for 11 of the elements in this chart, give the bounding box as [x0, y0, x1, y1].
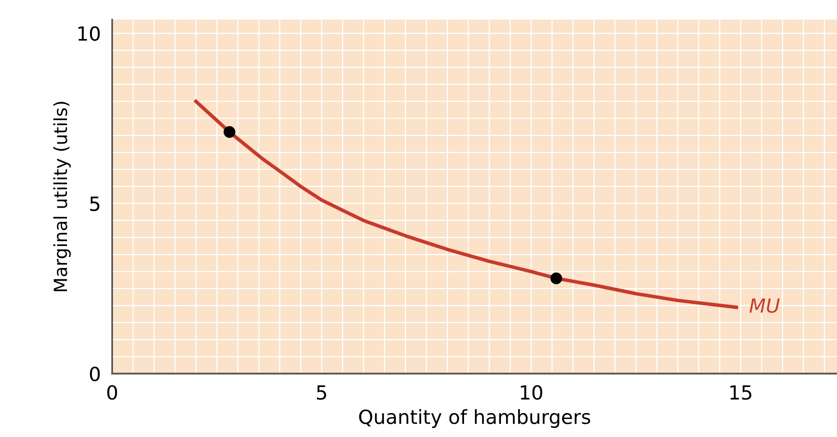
x-tick-label: 0: [107, 385, 118, 400]
x-tick-label: 15: [730, 385, 752, 400]
series-label: MU: [750, 298, 780, 313]
y-axis-title: Marginal utility (utils): [53, 102, 71, 292]
line-series: [194, 100, 738, 309]
x-tick-label: 10: [520, 385, 542, 400]
y-tick-label: 10: [78, 26, 100, 41]
x-tick-label: 5: [316, 385, 326, 400]
y-tick-label: 5: [90, 196, 100, 212]
y-tick-label: 0: [90, 366, 100, 382]
x-axis-title: Quantity of hamburgers: [359, 409, 590, 428]
